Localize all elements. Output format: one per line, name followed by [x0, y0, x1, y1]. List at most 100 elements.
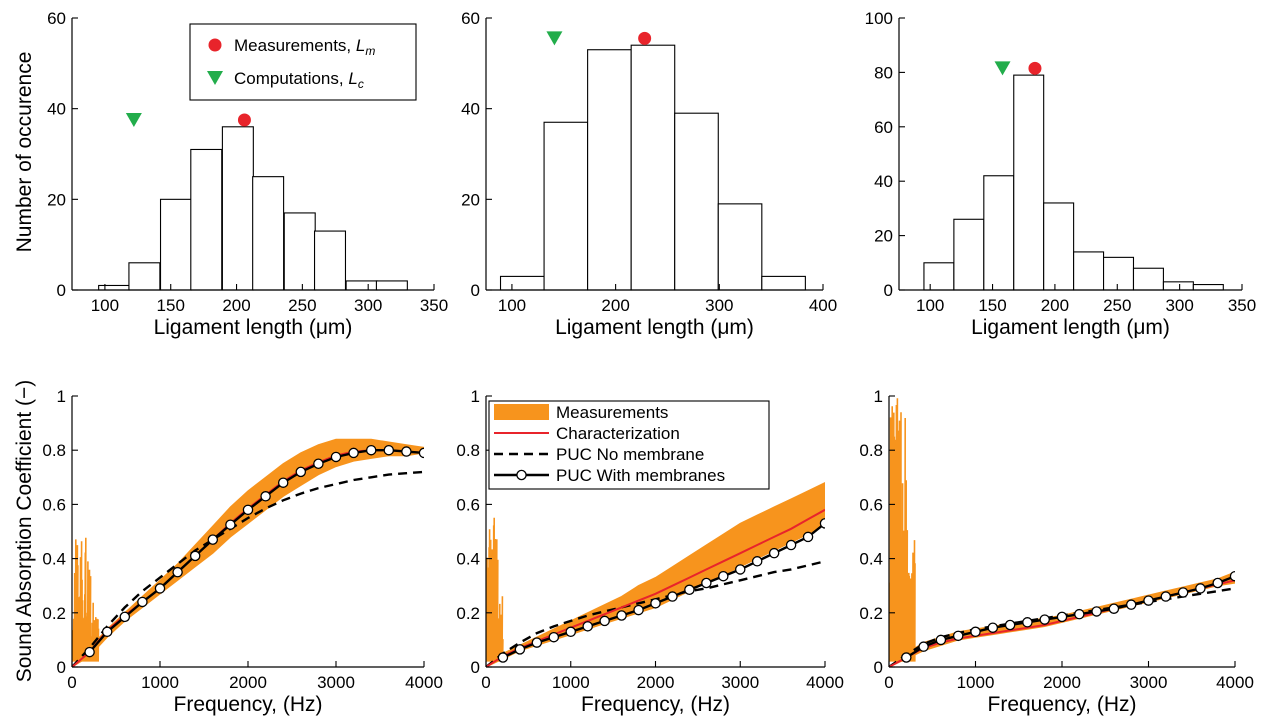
bottom-left-marker-point [365, 444, 377, 456]
bottom-left-y-tick-label: 1 [57, 387, 66, 406]
bottom-right-x-tick-label: 1000 [957, 673, 995, 692]
bottom-right-x-tick-label: 3000 [1130, 673, 1168, 692]
top-left-measurement-marker [237, 113, 251, 127]
bottom-right-y-tick-label: 0.8 [859, 441, 883, 460]
bottom-middle-y-tick-label: 1 [471, 387, 480, 406]
top-left-x-tick-label: 200 [222, 296, 250, 315]
legend-box [189, 23, 417, 101]
legend-entry-0: Measurements [556, 403, 668, 422]
top-left-bar-1 [128, 262, 161, 291]
bottom-middle-y-tick-label: 0 [471, 658, 480, 677]
bottom-left-marker-point [260, 491, 271, 502]
bottom-left-marker-point [401, 446, 412, 457]
top-left-bar-7 [313, 230, 347, 291]
top-middle-y-tick-label: 60 [461, 9, 480, 28]
top-left-bar-4 [221, 126, 254, 291]
top-right-bar-1 [953, 218, 985, 291]
bottom-right-xlabel: Frequency, (Hz) [988, 693, 1137, 716]
top-right-measurement-marker [1028, 61, 1042, 75]
top-right-bar-6 [1103, 256, 1135, 291]
bottom-left-x-tick-label: 4000 [405, 673, 443, 692]
bottom-middle-marker-point [684, 584, 695, 596]
bottom-middle-plot-area [486, 482, 825, 667]
legend-entry-1: Computations, Lc [234, 69, 364, 91]
bottom-middle-marker-point [565, 626, 577, 638]
top-right-bar-2 [983, 175, 1015, 291]
top-right-x-tick-label: 100 [916, 296, 944, 315]
bottom-left-measurement-band [72, 438, 424, 667]
top-left-bar-9 [375, 280, 408, 291]
top-right-x-tick-label: 300 [1165, 296, 1193, 315]
bottom-right-marker-point [935, 634, 947, 646]
bottom-middle-marker-point [735, 564, 746, 575]
top-left-legend: Measurements, Lm Computations, Lc [189, 23, 417, 101]
top-right-x-tick-label: 150 [978, 296, 1006, 315]
legend-entry-3: PUC With membranes [556, 466, 725, 485]
bottom-right-marker-point [952, 630, 964, 642]
bottom-middle-x-tick-label: 0 [481, 673, 490, 692]
bottom-middle-marker-point [718, 570, 729, 582]
top-right-bar-7 [1132, 267, 1164, 291]
top-right-xlabel: Ligament length (μm) [971, 316, 1170, 339]
top-right-x-tick-label: 350 [1228, 296, 1256, 315]
bottom-right-marker-point [1177, 587, 1189, 598]
bottom-left-y-tick-label: 0.4 [42, 550, 66, 569]
top-left-bar-3 [190, 148, 223, 291]
bottom-left-marker-point [242, 504, 254, 516]
top-right-bar-4 [1043, 202, 1075, 291]
top-left-x-tick-label: 150 [157, 296, 185, 315]
bottom-left-ylabel: Sound Absorption Coefficient (−) [13, 380, 36, 683]
bottom-right-measurement-noise [889, 398, 916, 662]
bottom-middle-marker-point [599, 615, 610, 627]
bottom-right-marker-point [1125, 599, 1137, 610]
bottom-left-x-tick-label: 3000 [317, 673, 355, 692]
bottom-left-marker-point [225, 519, 236, 530]
bottom-right-marker-point [1212, 577, 1223, 589]
bottom-right-marker-point [1039, 614, 1050, 625]
top-right-chart: 100 150 200 250 300 350 0 20 40 60 80 100 Ligament l… [865, 9, 1257, 339]
bottom-middle-marker-point [819, 518, 825, 529]
bottom-right-x-tick-label: 2000 [1043, 673, 1081, 692]
top-right-y-tick-label: 80 [874, 63, 893, 82]
top-middle-y-tick-label: 20 [461, 190, 480, 209]
bottom-middle-marker-point [785, 539, 797, 551]
bottom-middle-marker-point [548, 631, 560, 643]
bottom-left-marker-point [383, 444, 395, 456]
top-left-y-tick-label: 60 [47, 9, 66, 28]
bottom-middle-x-tick-label: 4000 [806, 673, 844, 692]
bottom-middle-chart: 0 1000 2000 3000 4000 0 0.2 0.4 0.6 0.8 1 Frequency… [456, 387, 844, 716]
bottom-right-x-tick-label: 0 [884, 673, 893, 692]
bottom-left-marker-point [348, 447, 359, 459]
bottom-right-marker-point [901, 652, 912, 663]
top-left-x-tick-label: 300 [354, 296, 382, 315]
top-middle-x-tick-label: 400 [809, 296, 837, 315]
bottom-left-y-tick-label: 0.6 [42, 495, 66, 514]
top-middle-xlabel: Ligament length (μm) [555, 316, 754, 339]
top-right-y-tick-label: 60 [874, 118, 893, 137]
top-left-bar-2 [159, 198, 193, 291]
bottom-middle-marker-point [667, 591, 678, 602]
legend-computation-symbol [207, 71, 223, 85]
bottom-left-xlabel: Frequency, (Hz) [174, 693, 323, 716]
top-right-bar-8 [1162, 281, 1194, 291]
top-left-y-tick-label: 40 [47, 100, 66, 119]
top-right-bar-9 [1192, 284, 1224, 291]
top-right-bar-3 [1013, 74, 1045, 291]
top-left-y-tick-label: 0 [57, 281, 66, 300]
bottom-middle-marker-point [768, 547, 780, 559]
legend-entry-0: Measurements, Lm [234, 36, 375, 58]
bottom-middle-marker-point [531, 637, 543, 648]
bottom-middle-line-characterization [486, 508, 825, 667]
top-left-ylabel: Number of occurence [13, 52, 36, 253]
bottom-right-y-tick-label: 1 [874, 387, 883, 406]
bottom-left-marker-point [313, 458, 324, 469]
top-middle-bar-3 [630, 44, 676, 291]
top-middle-bar-2 [587, 49, 632, 291]
bottom-left-y-tick-label: 0 [57, 658, 66, 677]
top-right-y-tick-label: 40 [874, 172, 893, 191]
bottom-middle-marker-point [701, 577, 712, 589]
bottom-left-plot-area [72, 438, 424, 667]
bottom-middle-xlabel: Frequency, (Hz) [581, 693, 730, 716]
bottom-middle-y-tick-label: 0.8 [456, 441, 480, 460]
bottom-middle-legend: Measurements Characterization PUC No membr… [488, 400, 770, 490]
